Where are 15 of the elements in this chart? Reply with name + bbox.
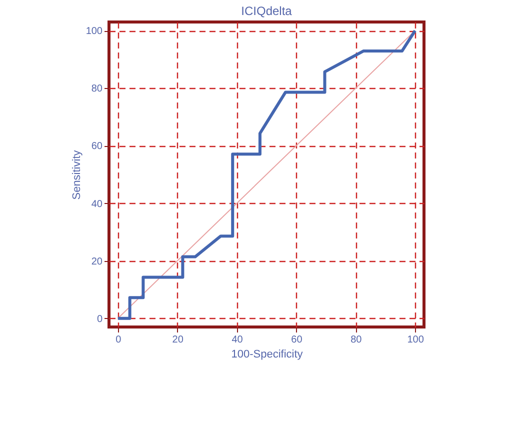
y-tick-label: 40 — [91, 198, 103, 210]
x-tick-label: 60 — [291, 334, 303, 346]
y-tick-label: 80 — [91, 84, 103, 95]
y-axis-title: Sensitivity — [70, 150, 83, 200]
x-tick-label: 80 — [350, 334, 362, 346]
x-tick-label: 0 — [116, 334, 122, 346]
y-tick-label: 100 — [86, 26, 103, 38]
x-tick-label: 20 — [172, 334, 184, 346]
y-tick-label: 60 — [91, 141, 103, 152]
x-tick-label: 100 — [407, 334, 424, 346]
x-tick-label: 40 — [232, 334, 244, 346]
chart-title: ICIQdelta — [241, 4, 292, 18]
y-tick-label: 20 — [91, 256, 103, 268]
x-axis-title: 100-Specificity — [231, 348, 304, 360]
y-tick-label: 0 — [96, 314, 103, 325]
